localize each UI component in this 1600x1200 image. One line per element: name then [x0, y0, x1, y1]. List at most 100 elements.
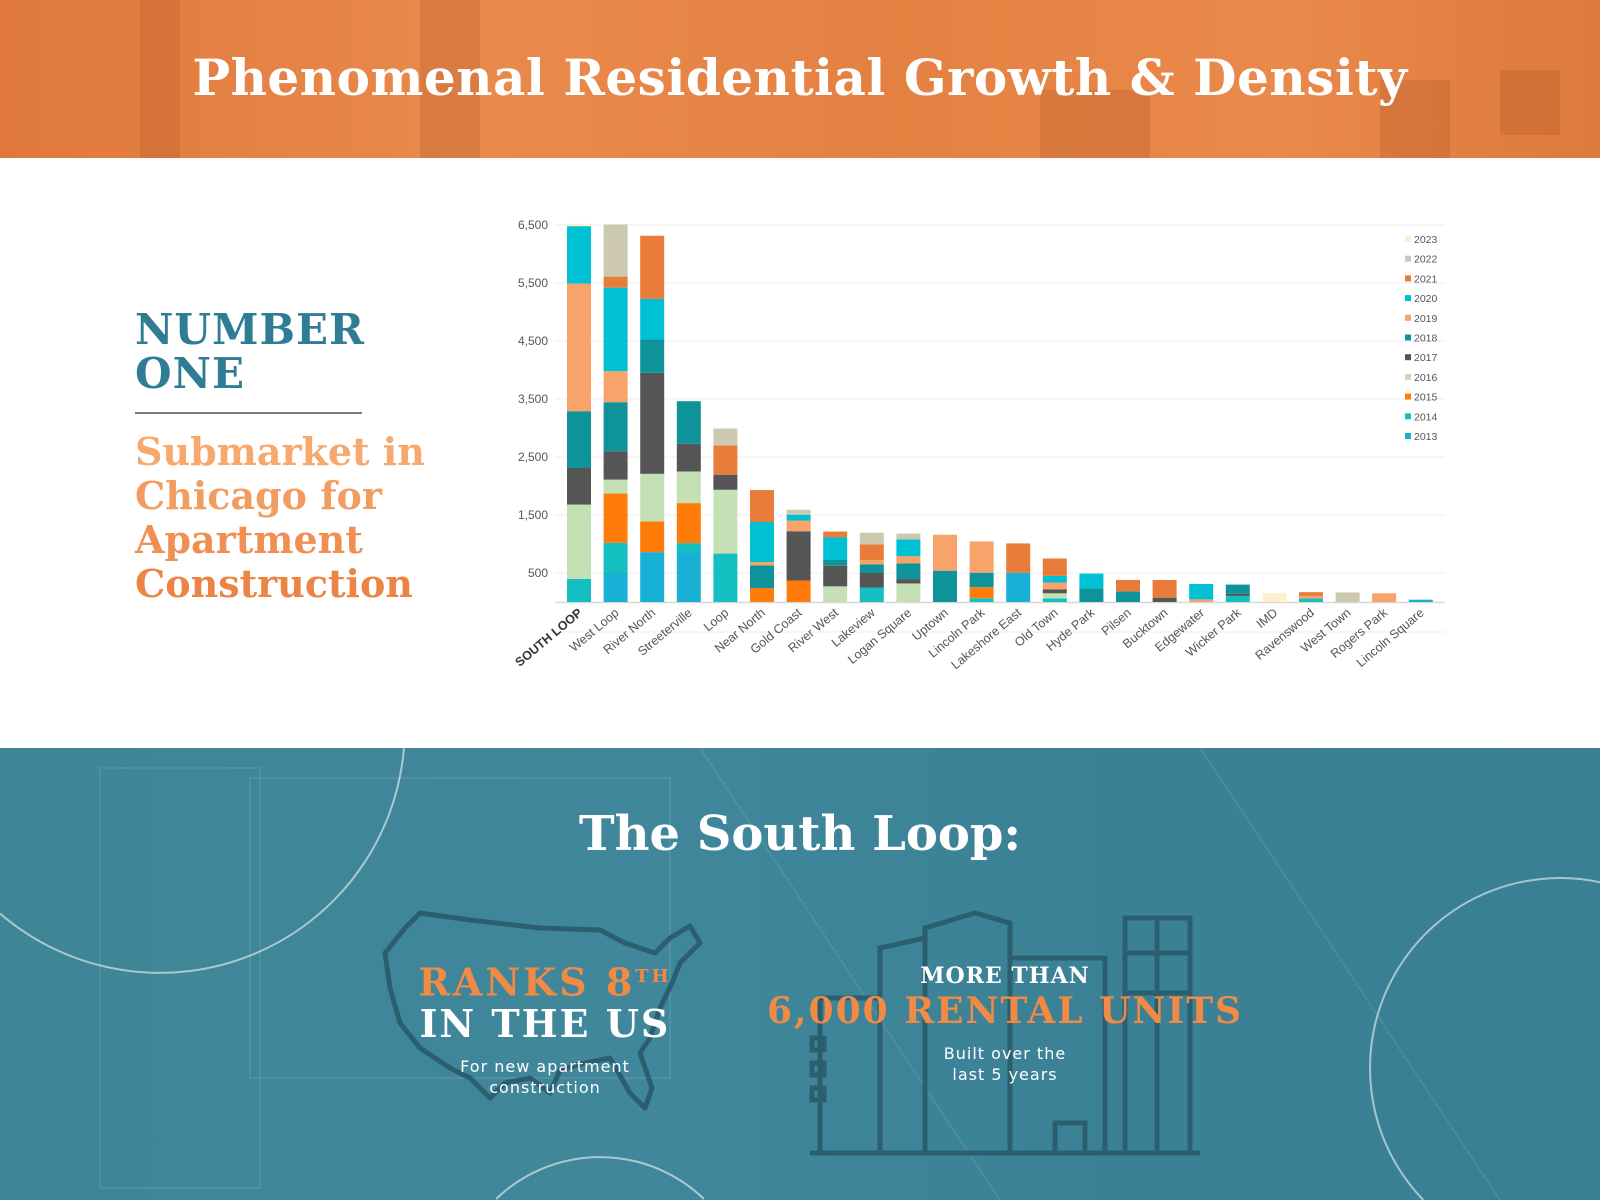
- bar-segment-2019: [1189, 599, 1214, 602]
- bar-segment-2018: [1116, 591, 1140, 602]
- bar-segment-2022: [859, 532, 884, 545]
- bar-segment-2014: [859, 587, 884, 602]
- units-line-2: 6,000 RENTAL UNITS: [766, 990, 1244, 1032]
- bar-segment-2023: [1262, 593, 1287, 602]
- bar-segment-2020: [603, 287, 628, 372]
- bar-segment-2021: [713, 445, 738, 475]
- bar-segment-2021: [640, 235, 665, 299]
- headline-line-1: NUMBER: [135, 305, 365, 354]
- bar-segment-2019: [969, 541, 994, 573]
- bar-segment-2017: [1042, 589, 1067, 594]
- bar-segment-2022: [786, 509, 811, 515]
- legend-item: 2023: [1405, 234, 1438, 246]
- south-loop-section: The South Loop: RANKS 8TH IN THE US For …: [0, 748, 1600, 1200]
- bar-segment-2017: [859, 573, 884, 588]
- legend-label: 2020: [1414, 293, 1438, 305]
- bar-segment-2018: [750, 565, 774, 589]
- units-stat: MORE THAN 6,000 RENTAL UNITS Built over …: [755, 963, 1255, 1085]
- bar-segment-2017: [1225, 593, 1250, 596]
- bar-stack: [1042, 558, 1067, 602]
- rank-description-2: construction: [489, 1077, 601, 1097]
- bar-segment-2015: [603, 493, 628, 543]
- divider: [135, 412, 362, 414]
- y-tick-label: 2,500: [518, 450, 548, 464]
- subheadline-line: Apartment: [135, 517, 363, 562]
- bar-segment-2022: [603, 224, 628, 277]
- units-description-2: last 5 years: [952, 1065, 1058, 1084]
- bar-segment-2013: [676, 552, 701, 602]
- decorative-circle: [495, 1156, 705, 1200]
- number-one-callout: NUMBER ONE Submarket in Chicago for Apar…: [135, 308, 455, 606]
- background-planter: [1500, 70, 1560, 135]
- bar-segment-2019: [1372, 593, 1397, 602]
- bar-segment-2017: [713, 474, 738, 490]
- bar-stack: [896, 533, 921, 602]
- legend-item: 2013: [1405, 431, 1438, 443]
- bar-stack: [1335, 592, 1360, 602]
- bar-segment-2017: [786, 531, 811, 581]
- background-photo-stripe: [420, 0, 480, 158]
- legend-swatch: [1405, 393, 1411, 400]
- background-decoration: [0, 748, 1600, 1200]
- bar-segment-2019: [603, 371, 628, 403]
- bar-segment-2019: [859, 560, 884, 565]
- legend-item: 2015: [1405, 392, 1438, 404]
- bar-segment-2022: [713, 428, 738, 446]
- rank-description-1: For new apartment: [460, 1056, 630, 1076]
- bar-segment-2018: [823, 559, 848, 566]
- bar-segment-2019: [786, 520, 811, 532]
- page-title: Phenomenal Residential Growth & Density: [192, 48, 1408, 107]
- bar-segment-2020: [1042, 575, 1067, 583]
- subheadline-line: Submarket in: [135, 429, 425, 474]
- bar-segment-2016: [823, 586, 848, 602]
- bar-stack: [1116, 579, 1140, 602]
- bar-segment-2019: [750, 561, 774, 566]
- bar-segment-2014: [1225, 595, 1250, 602]
- bar-segment-2016: [676, 471, 701, 504]
- bar-segment-2020: [750, 521, 774, 562]
- bar-segment-2014: [676, 543, 701, 553]
- bar-segment-2015: [676, 503, 701, 544]
- bar-segment-2020: [896, 539, 921, 557]
- bar-segment-2016: [640, 473, 665, 522]
- bar-segment-2016: [603, 479, 628, 494]
- bar-segment-2018: [567, 411, 591, 469]
- legend-swatch: [1405, 373, 1411, 380]
- bar-stack: [676, 401, 701, 602]
- legend-label: 2018: [1414, 333, 1438, 345]
- bar-segment-2018: [969, 572, 994, 588]
- legend-label: 2016: [1414, 372, 1438, 384]
- units-line-1: MORE THAN: [920, 963, 1090, 989]
- legend-swatch: [1405, 255, 1411, 262]
- bar-segment-2019: [933, 534, 957, 571]
- rank-stat: RANKS 8TH IN THE US For new apartment co…: [395, 956, 695, 1098]
- legend-item: 2014: [1405, 411, 1438, 423]
- legend-swatch: [1405, 433, 1411, 439]
- legend-swatch: [1405, 354, 1411, 361]
- usa-map-outline-icon: [382, 910, 703, 1111]
- bar-segment-2017: [603, 451, 628, 480]
- bar-segment-2022: [1335, 592, 1360, 602]
- bar-segment-2018: [933, 570, 957, 602]
- bar-segment-2017: [823, 565, 848, 587]
- bar-segment-2021: [823, 531, 848, 538]
- bar-segment-2021: [1042, 558, 1067, 576]
- bar-segment-2015: [750, 588, 774, 602]
- legend-label: 2019: [1414, 313, 1438, 325]
- bar-stack: [933, 534, 957, 602]
- bar-stack: [1299, 592, 1323, 602]
- bar-segment-2021: [750, 490, 774, 522]
- buildings-outline-icon: [809, 910, 1200, 1156]
- subheadline-line: Construction: [135, 561, 413, 606]
- bar-segment-2016: [896, 583, 921, 602]
- legend-label: 2014: [1414, 411, 1438, 423]
- bar-stack: [1372, 593, 1397, 602]
- bar-stack: [786, 509, 811, 602]
- bar-segment-2022: [896, 533, 921, 540]
- legend-swatch: [1405, 413, 1411, 420]
- bar-segment-2017: [1152, 597, 1177, 602]
- bar-stack: [1408, 599, 1433, 602]
- bar-segment-2020: [567, 226, 591, 284]
- x-tick-label: Lincoln Square: [1354, 606, 1427, 670]
